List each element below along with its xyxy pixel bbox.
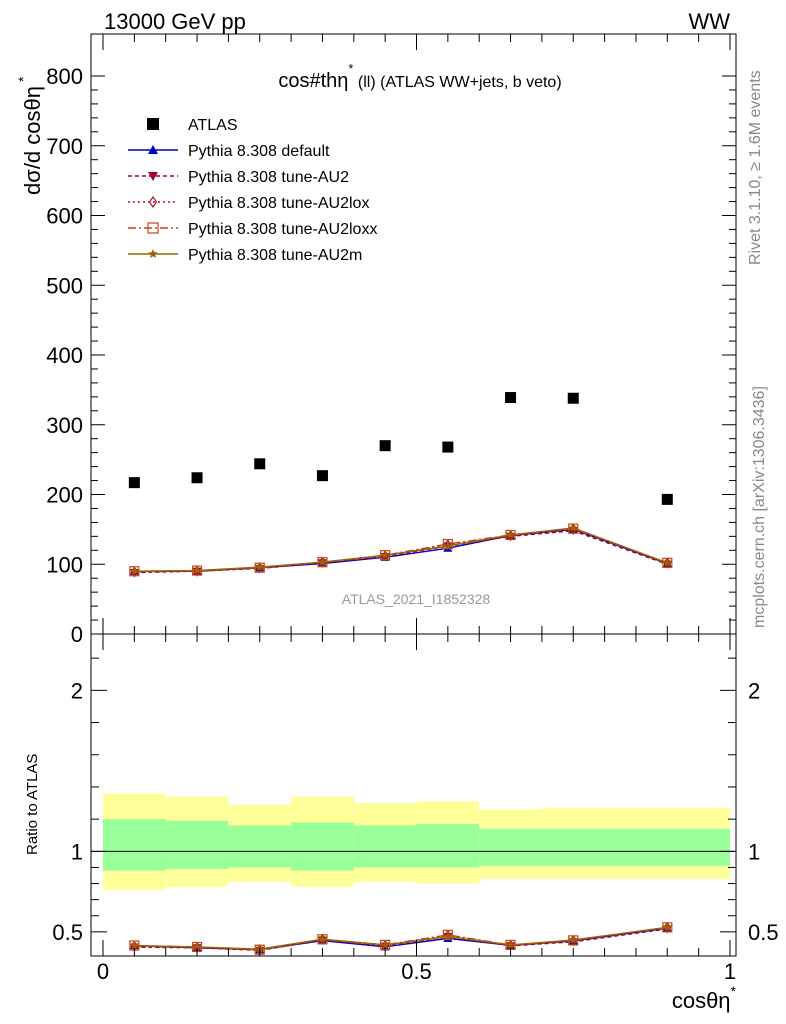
y-tick-label: 700 bbox=[46, 134, 83, 159]
atlas-point bbox=[505, 392, 517, 404]
ratio-y-tick-label: 0.5 bbox=[52, 920, 83, 945]
point-au2loxx bbox=[662, 557, 673, 568]
ratio-y-axis-label: Ratio to ATLAS bbox=[24, 754, 41, 855]
ratio-point-au2m bbox=[568, 935, 578, 944]
mcplots-label: mcplots.cern.ch [arXiv:1306.3436] bbox=[751, 386, 768, 628]
x-axis-label: cosθη* bbox=[672, 983, 737, 1013]
point-au2m bbox=[192, 566, 202, 575]
ratio-plot: 0.5 0.5 1 1 2 2 0 0.5 1 Ratio to ATLAS cosθη* bbox=[24, 633, 779, 1013]
y-tick-label: 600 bbox=[46, 204, 83, 229]
ratio-y-tick-label: 1 bbox=[71, 839, 83, 864]
uncertainty-band-inner bbox=[353, 825, 417, 868]
atlas-point bbox=[128, 477, 140, 489]
atlas-point bbox=[567, 392, 579, 404]
ratio-point-au2m bbox=[380, 940, 390, 949]
y-tick-label: 200 bbox=[46, 483, 83, 508]
y-tick-label: 400 bbox=[46, 343, 83, 368]
uncertainty-band-inner bbox=[541, 828, 605, 866]
atlas-point bbox=[316, 470, 328, 482]
legend-label: Pythia 8.308 tune-AU2 bbox=[188, 169, 349, 186]
atlas-point bbox=[191, 472, 203, 484]
legend-label: ATLAS bbox=[188, 117, 238, 134]
point-au2m bbox=[380, 550, 390, 559]
ratio-y-tick-label-right: 2 bbox=[748, 678, 760, 703]
legend-marker-atlas bbox=[147, 118, 159, 130]
legend-marker-au2m bbox=[148, 249, 158, 259]
y-tick-label: 100 bbox=[46, 552, 83, 577]
ratio-point-au2m bbox=[663, 922, 672, 931]
legend-label: Pythia 8.308 tune-AU2loxx bbox=[188, 221, 377, 238]
main-plot: 0 100 200 300 400 500 600 700 800 cos#thη* (ll) (… bbox=[15, 33, 737, 647]
point-au2loxx bbox=[442, 538, 453, 550]
legend-item-au2: Pythia 8.308 tune-AU2 bbox=[128, 169, 349, 186]
uncertainty-band-inner bbox=[165, 820, 229, 870]
point-au2m bbox=[255, 562, 265, 571]
uncertainty-band-inner bbox=[103, 819, 166, 871]
ratio-series-group bbox=[129, 921, 673, 956]
watermark: ATLAS_2021_I1852328 bbox=[342, 591, 491, 607]
uncertainty-band-inner bbox=[604, 828, 730, 866]
ratio-line-au2m bbox=[134, 926, 668, 950]
legend-item-atlas: ATLAS bbox=[147, 117, 238, 134]
point-au2m bbox=[506, 530, 515, 539]
x-tick-label: 0 bbox=[97, 959, 109, 984]
point-au2m bbox=[663, 558, 672, 567]
header-right: WW bbox=[688, 9, 730, 34]
ratio-y-tick-label-right: 1 bbox=[748, 839, 760, 864]
legend-item-au2m: Pythia 8.308 tune-AU2m bbox=[128, 247, 362, 264]
ratio-point-au2m bbox=[192, 942, 202, 951]
ratio-y-tick-label-right: 0.5 bbox=[748, 920, 779, 945]
uncertainty-band-inner bbox=[291, 822, 354, 871]
ratio-plot-frame bbox=[90, 633, 737, 957]
atlas-point bbox=[442, 441, 454, 453]
point-au2m bbox=[318, 557, 327, 566]
y-tick-label: 300 bbox=[46, 413, 83, 438]
ratio-line-au2 bbox=[134, 928, 668, 952]
legend-marker-default bbox=[148, 145, 158, 154]
point-au2lox bbox=[443, 539, 452, 551]
y-tick-label: 0 bbox=[71, 622, 83, 647]
legend-label: Pythia 8.308 tune-AU2m bbox=[188, 247, 362, 264]
legend-item-default: Pythia 8.308 default bbox=[128, 143, 330, 160]
legend-label: Pythia 8.308 tune-AU2lox bbox=[188, 195, 369, 212]
legend-label: Pythia 8.308 default bbox=[188, 143, 330, 160]
uncertainty-band-inner bbox=[416, 823, 480, 868]
series-line-au2 bbox=[134, 530, 668, 574]
ratio-point-au2m bbox=[130, 941, 139, 950]
uncertainty-band-inner bbox=[479, 828, 542, 866]
ratio-point-au2m bbox=[318, 934, 327, 943]
ratio-point-au2m bbox=[506, 940, 515, 949]
ratio-y-tick-label: 2 bbox=[71, 678, 83, 703]
uncertainty-band-inner bbox=[228, 825, 292, 868]
legend-marker-au2loxx bbox=[147, 222, 159, 234]
atlas-point bbox=[661, 493, 673, 505]
y-tick-label: 800 bbox=[46, 64, 83, 89]
y-axis-label: dσ/d cosθη* bbox=[15, 76, 45, 195]
point-au2m bbox=[443, 541, 453, 550]
x-tick-label: 1 bbox=[724, 959, 736, 984]
header-left: 13000 GeV pp bbox=[104, 9, 246, 34]
point-au2m bbox=[130, 566, 139, 575]
atlas-point bbox=[379, 440, 391, 452]
plot-title: cos#thη* (ll) (ATLAS WW+jets, b veto) bbox=[278, 61, 561, 92]
atlas-point bbox=[254, 458, 266, 470]
x-tick-label: 0.5 bbox=[401, 959, 432, 984]
legend-item-au2lox: Pythia 8.308 tune-AU2lox bbox=[128, 195, 369, 212]
point-au2m bbox=[568, 523, 578, 532]
legend-marker-au2 bbox=[148, 172, 158, 181]
ratio-point-au2loxx bbox=[442, 929, 453, 941]
legend-marker-au2lox bbox=[148, 195, 158, 209]
ratio-point-au2m bbox=[443, 932, 453, 941]
rivet-label: Rivet 3.1.10, ≥ 1.6M events bbox=[747, 70, 764, 265]
legend-item-au2loxx: Pythia 8.308 tune-AU2loxx bbox=[128, 221, 377, 238]
y-tick-label: 500 bbox=[46, 273, 83, 298]
